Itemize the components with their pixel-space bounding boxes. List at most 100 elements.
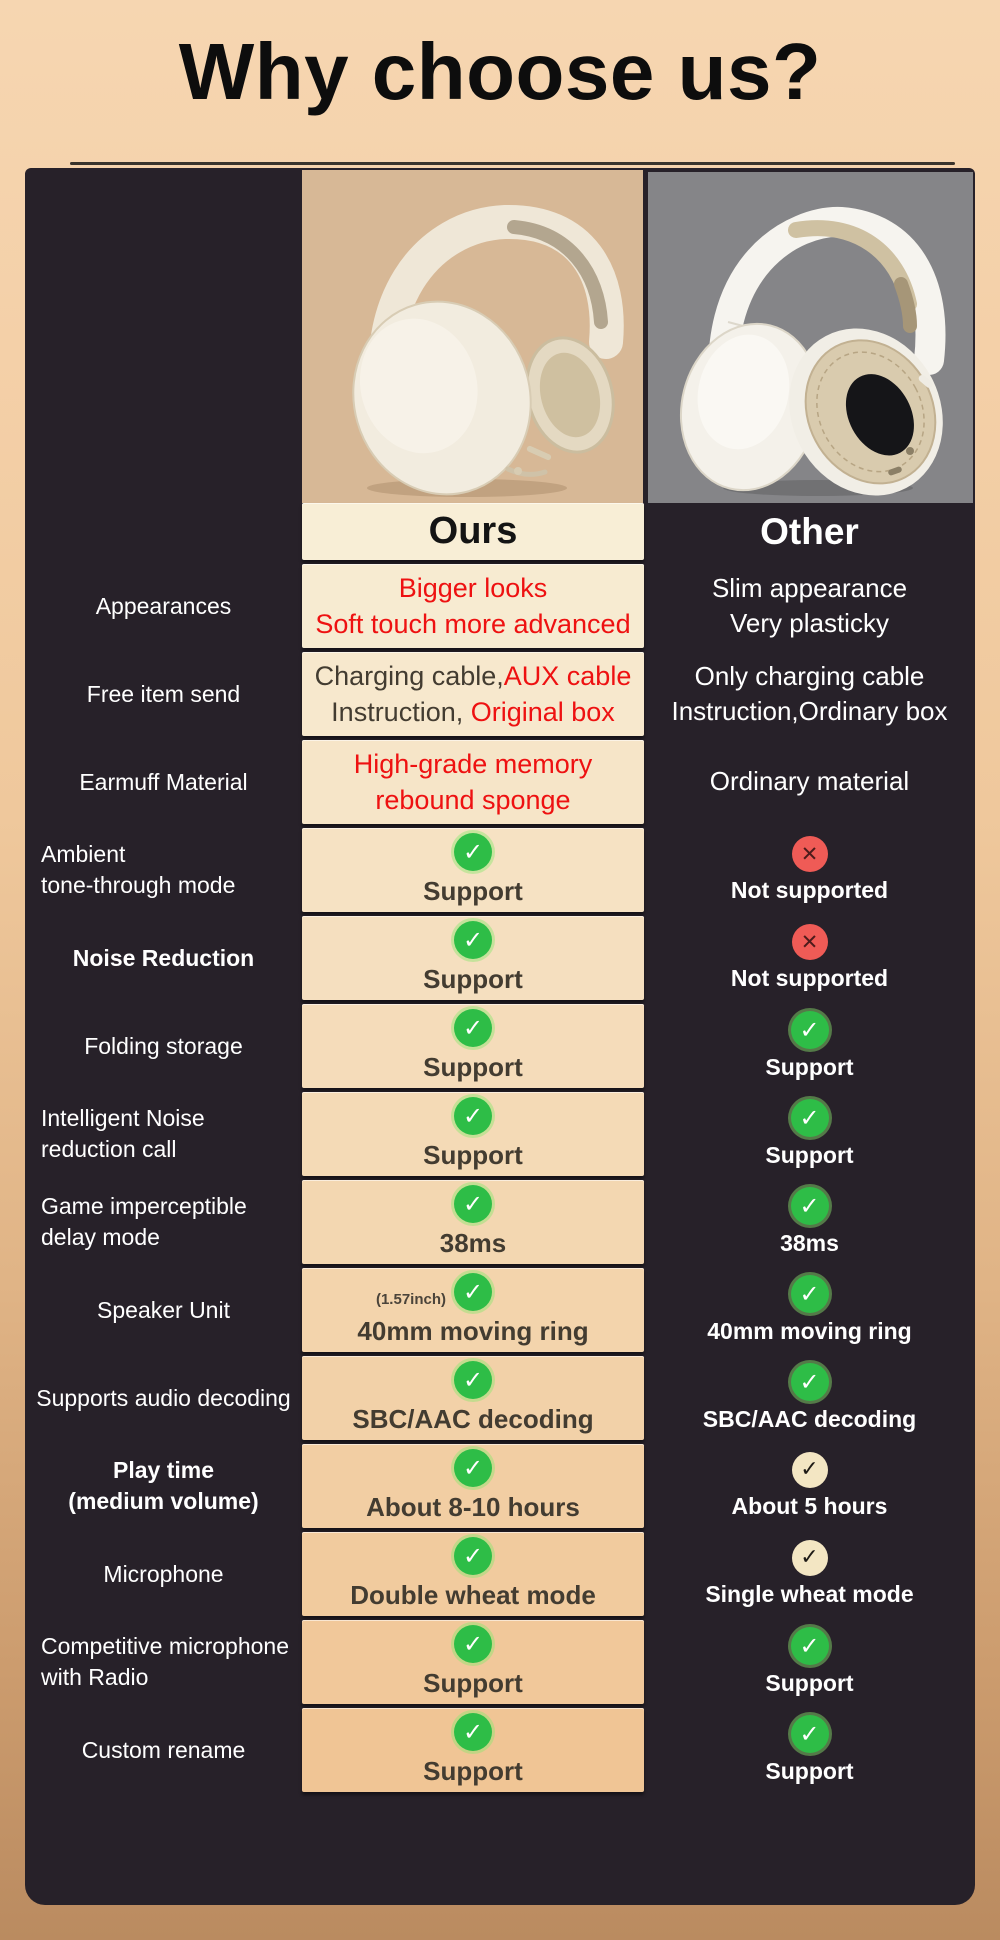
check-green-icon: ✓ xyxy=(454,1360,492,1399)
feature-label-line: Supports audio decoding xyxy=(36,1384,291,1411)
other-cell: ✓ Support xyxy=(644,1620,975,1704)
check-green-icon: ✓ xyxy=(790,1274,829,1313)
check-green-icon: ✓ xyxy=(454,1624,492,1663)
other-cell: ✓ Support xyxy=(644,1708,975,1792)
check-green-icon: ✓ xyxy=(454,1184,492,1223)
check-green-icon: ✓ xyxy=(454,1008,492,1047)
feature-label: Free item send xyxy=(25,652,302,736)
cell-text-line: Support xyxy=(765,1141,854,1168)
status-icon-row: ✓ xyxy=(454,1536,492,1575)
cell-text-line: Single wheat mode xyxy=(705,1580,914,1607)
other-cell: ✓ Support xyxy=(644,1004,975,1088)
cross-red-icon: ✕ xyxy=(791,923,828,960)
other-cell: Slim appearance Very plasticky xyxy=(644,564,975,648)
status-icon-row: ✓ xyxy=(790,1098,829,1137)
other-cell: ✓ About 5 hours xyxy=(644,1444,975,1528)
cell-text-line: Support xyxy=(423,1139,523,1170)
feature-label-line: delay mode xyxy=(41,1224,160,1250)
feature-label: Ambient tone-through mode xyxy=(25,828,302,912)
cell-text-line: Ordinary material xyxy=(709,766,910,797)
status-icon-row: ✓ xyxy=(454,1712,492,1751)
status-icon-row: ✓ xyxy=(790,1714,829,1753)
check-green-icon: ✓ xyxy=(790,1098,829,1137)
check-green-icon: ✓ xyxy=(454,1536,492,1575)
cell-text-line: 38ms xyxy=(780,1229,839,1256)
cell-text-line: Soft touch more advanced xyxy=(315,609,631,639)
status-icon-row: ✓ xyxy=(791,1539,828,1576)
ours-cell: (1.57inch) ✓ 40mm moving ring xyxy=(302,1268,644,1352)
ours-cell: ✓ About 8-10 hours xyxy=(302,1444,644,1528)
cell-text-line: Support xyxy=(765,1757,854,1784)
other-cell: ✓ 40mm moving ring xyxy=(644,1268,975,1352)
cell-text-line: SBC/AAC decoding xyxy=(352,1403,594,1434)
feature-label-line: Microphone xyxy=(103,1560,224,1587)
cell-text-line: Support xyxy=(423,1755,523,1786)
ours-product-photo xyxy=(302,170,643,503)
feature-label: Speaker Unit xyxy=(25,1268,302,1352)
feature-row: Microphone ✓ Double wheat mode ✓ Single wh… xyxy=(25,1532,975,1616)
ours-cell: Bigger looks Soft touch more advanced xyxy=(302,564,644,648)
cell-text-line: High-grade memory xyxy=(353,748,593,779)
other-cell: ✓ SBC/AAC decoding xyxy=(644,1356,975,1440)
ours-cell: ✓ 38ms xyxy=(302,1180,644,1264)
check-green-icon: ✓ xyxy=(454,832,492,871)
size-note: (1.57inch) xyxy=(375,1290,446,1308)
feature-row: Earmuff Material High-grade memory reboun… xyxy=(25,740,975,824)
cell-text-line: Only charging cable xyxy=(694,660,925,691)
cell-text-line: Bigger looks xyxy=(398,572,548,603)
feature-row: Folding storage ✓ Support ✓ Support xyxy=(25,1004,975,1088)
check-green-icon: ✓ xyxy=(454,1448,492,1487)
feature-row: Custom rename ✓ Support ✓ Support xyxy=(25,1708,975,1792)
status-icon-row: ✓ xyxy=(790,1274,829,1313)
status-icon-row: ✓ xyxy=(454,1096,492,1135)
feature-label-line: Free item send xyxy=(86,680,241,707)
feature-label: Supports audio decoding xyxy=(25,1356,302,1440)
cell-text-line: Instruction, Original box xyxy=(331,697,615,727)
feature-label-line: with Radio xyxy=(41,1664,149,1690)
status-icon-row: ✓ xyxy=(791,1451,828,1488)
check-green-icon: ✓ xyxy=(454,1096,492,1135)
other-header-cell: Other xyxy=(644,503,975,560)
feature-row: Game imperceptible delay mode ✓ 38ms ✓ 38ms xyxy=(25,1180,975,1264)
status-icon-row: ✓ xyxy=(454,1184,492,1223)
cell-text-line: Support xyxy=(423,963,523,994)
other-header: Other xyxy=(760,510,859,552)
ours-cell: Charging cable,AUX cable Instruction, Ori… xyxy=(302,652,644,736)
feature-label-line: Ambient xyxy=(41,841,126,867)
feature-label: Custom rename xyxy=(25,1708,302,1792)
feature-label-line: Custom rename xyxy=(81,1736,246,1763)
cell-text-line: 40mm moving ring xyxy=(707,1317,912,1344)
feature-row: Intelligent Noise reduction call ✓ Support… xyxy=(25,1092,975,1176)
feature-label: Competitive microphone with Radio xyxy=(25,1620,302,1704)
feature-row: Free item send Charging cable,AUX cable I… xyxy=(25,652,975,736)
check-green-icon: ✓ xyxy=(790,1362,829,1401)
cell-text-line: Slim appearance xyxy=(711,572,908,603)
feature-row: Supports audio decoding ✓ SBC/AAC decodin… xyxy=(25,1356,975,1440)
cell-text-line: 38ms xyxy=(439,1227,507,1258)
feature-row: Speaker Unit (1.57inch) ✓ 40mm moving ring… xyxy=(25,1268,975,1352)
cell-text-line: 40mm moving ring xyxy=(357,1315,589,1346)
feature-row: Play time (medium volume) ✓ About 8-10 hou… xyxy=(25,1444,975,1528)
check-green-icon: ✓ xyxy=(790,1186,829,1225)
status-icon-row: ✓ xyxy=(454,1360,492,1399)
cell-text-line: Double wheat mode xyxy=(350,1579,596,1610)
comparison-panel: Ours Other Appearances Bigger looks Soft … xyxy=(25,168,975,1905)
ours-cell: ✓ Support xyxy=(302,1708,644,1792)
cell-text-line: Support xyxy=(423,1667,523,1698)
check-green-icon: ✓ xyxy=(790,1714,829,1753)
cell-text-line: Support xyxy=(423,875,523,906)
feature-label-line: Folding storage xyxy=(84,1032,243,1059)
feature-row: Competitive microphone with Radio ✓ Suppor… xyxy=(25,1620,975,1704)
check-green-icon: ✓ xyxy=(454,920,492,959)
feature-label-line: Appearances xyxy=(95,592,232,619)
cell-text-line: Instruction,Ordinary box xyxy=(671,696,948,726)
feature-label: Play time (medium volume) xyxy=(25,1444,302,1528)
table-header-row: Ours Other xyxy=(25,503,975,560)
status-icon-row: ✓ xyxy=(790,1010,829,1049)
cell-text-line: Very plasticky xyxy=(730,608,889,638)
cell-text-line: rebound sponge xyxy=(375,785,571,815)
comparison-table: Ours Other Appearances Bigger looks Soft … xyxy=(25,503,975,1796)
feature-label-line: reduction call xyxy=(41,1136,177,1162)
ours-cell: ✓ Support xyxy=(302,828,644,912)
